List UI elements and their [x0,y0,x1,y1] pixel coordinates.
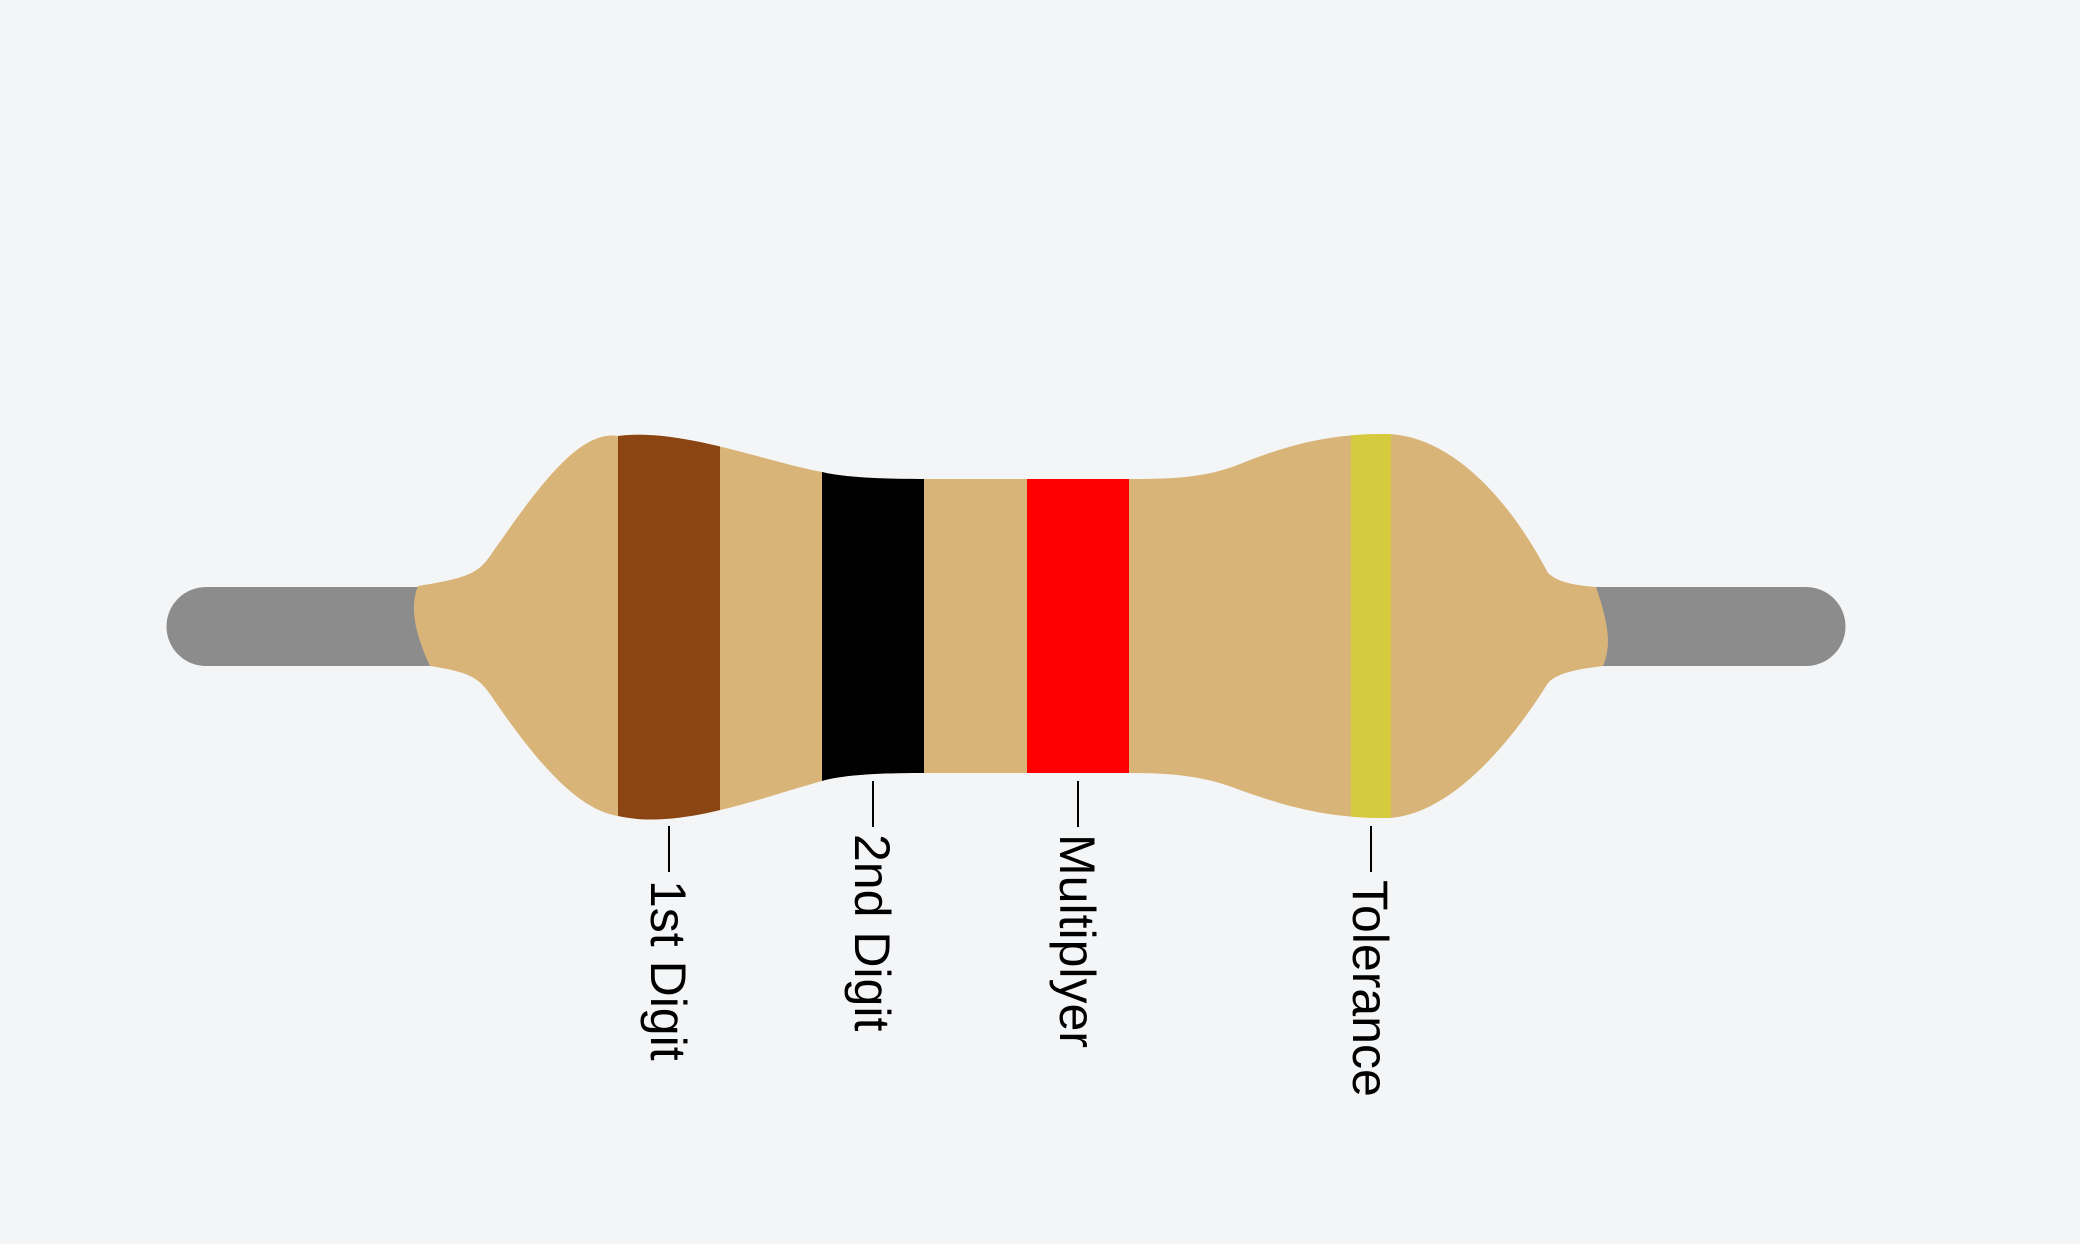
label-1st-digit: 1st Digit [640,880,696,1061]
resistor-body [413,434,1608,820]
label-multiplier: Multiplyer [1049,834,1105,1048]
band-labels: 1st Digit 2nd Digit Multiplyer Tolerance [640,781,1398,1097]
resistor [166,434,1846,820]
left-lead-wire [166,587,430,666]
band-1st-digit [618,434,720,820]
band-tolerance [1351,434,1391,820]
band-2nd-digit [822,434,924,820]
label-tolerance: Tolerance [1342,880,1398,1097]
label-2nd-digit: 2nd Digit [844,834,900,1031]
right-lead-wire [1580,587,1846,666]
band-multiplier [1027,434,1129,820]
